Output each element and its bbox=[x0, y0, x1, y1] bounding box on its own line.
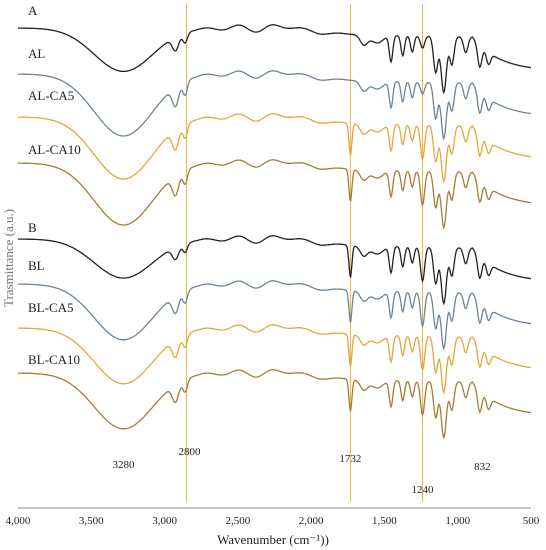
series-line-bl-ca5 bbox=[18, 324, 532, 395]
peak-label-1732: 1732 bbox=[339, 453, 361, 465]
series-line-al-ca10 bbox=[18, 159, 532, 230]
x-tick-label: 3,500 bbox=[79, 515, 104, 527]
series-line-b bbox=[18, 235, 532, 306]
series-labels: A AL AL-CA5 AL-CA10 B BL BL-CA5 BL-CA10 bbox=[28, 3, 81, 367]
x-axis-label: Wavenumber (cm⁻¹)) bbox=[217, 532, 329, 547]
x-tick-label: 3,000 bbox=[152, 515, 177, 527]
x-tick-label: 2,500 bbox=[225, 515, 250, 527]
x-tick-label: 1,000 bbox=[445, 515, 470, 527]
series-label-al: AL bbox=[28, 46, 45, 61]
spectra bbox=[18, 24, 532, 440]
series-label-al-ca5: AL-CA5 bbox=[28, 88, 74, 103]
x-tick-label: 500 bbox=[523, 515, 540, 527]
series-label-bl: BL bbox=[28, 258, 45, 273]
series-label-bl-ca10: BL-CA10 bbox=[28, 352, 80, 367]
series-label-a: A bbox=[28, 3, 38, 18]
series-line-a bbox=[18, 24, 532, 95]
series-line-bl bbox=[18, 280, 532, 351]
peak-annotations: 3280 2800 1732 1240 832 bbox=[113, 446, 491, 496]
x-tick-label: 2,000 bbox=[299, 515, 324, 527]
y-axis-label: Trasmittance (a.u.) bbox=[1, 209, 16, 307]
series-label-bl-ca5: BL-CA5 bbox=[28, 300, 74, 315]
peak-label-3280: 3280 bbox=[113, 459, 136, 471]
series-label-b: B bbox=[28, 220, 37, 235]
series-line-al bbox=[18, 70, 532, 141]
peak-label-2800: 2800 bbox=[178, 446, 201, 458]
series-line-bl-ca10 bbox=[18, 369, 532, 440]
peak-label-1240: 1240 bbox=[412, 484, 435, 496]
x-tick-label: 4,000 bbox=[6, 515, 31, 527]
x-tick-labels: 4,000 3,500 3,000 2,500 2,000 1,500 1,000 500 bbox=[6, 515, 540, 527]
x-tick-label: 1,500 bbox=[372, 515, 397, 527]
peak-label-832: 832 bbox=[474, 461, 491, 473]
series-line-al-ca5 bbox=[18, 113, 532, 184]
reference-lines bbox=[186, 4, 424, 502]
series-label-al-ca10: AL-CA10 bbox=[28, 142, 81, 157]
